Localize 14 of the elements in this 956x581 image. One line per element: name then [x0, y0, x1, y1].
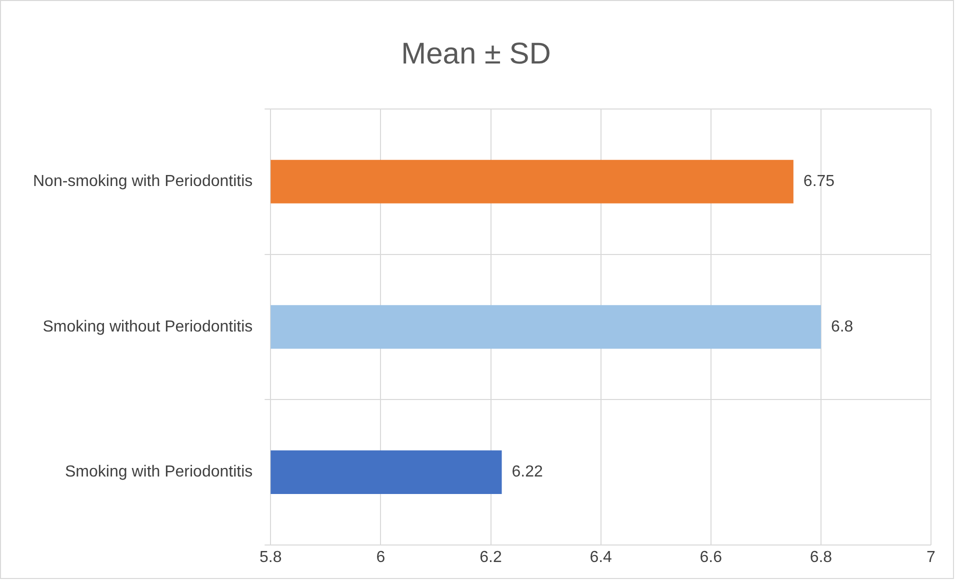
x-tick-label: 6.2: [480, 548, 502, 566]
chart-title: Mean ± SD: [401, 37, 551, 70]
y-tick-label: Smoking with Periodontitis: [65, 464, 253, 481]
y-tick-label: Smoking without Periodontitis: [42, 318, 253, 336]
x-tick-label: 6: [376, 548, 386, 566]
x-tick-label: 6.6: [700, 548, 722, 566]
y-tick-label: Non-smoking with Periodontitis: [32, 173, 253, 190]
data-label: 6.75: [803, 173, 835, 190]
data-label: 6.8: [830, 318, 854, 336]
x-tick-label: 7: [926, 548, 936, 566]
data-label: 6.22: [512, 464, 544, 481]
x-tick-label: 6.4: [590, 548, 612, 566]
x-tick-label: 6.8: [810, 548, 832, 566]
x-tick-label: 5.8: [260, 548, 282, 566]
